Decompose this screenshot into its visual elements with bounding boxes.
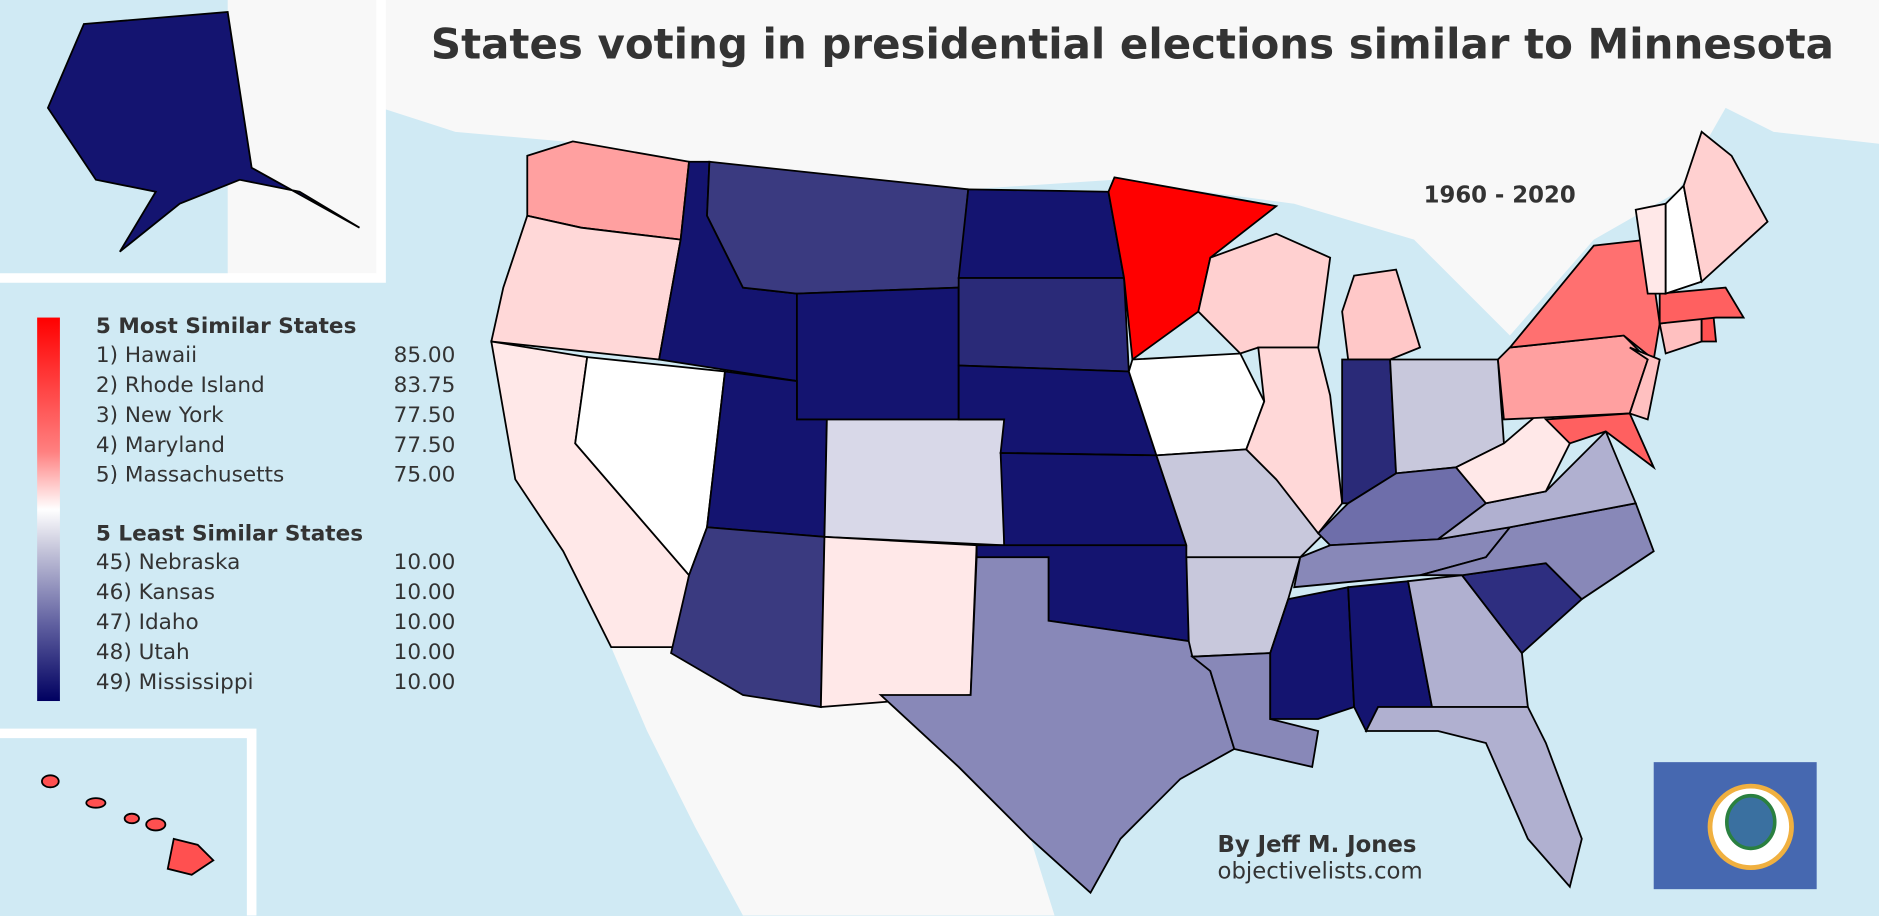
state-pa [1496, 334, 1649, 421]
state-ga [1406, 574, 1529, 708]
state-me [1682, 130, 1769, 284]
state-nd [957, 188, 1126, 279]
minnesota-flag [1653, 762, 1817, 890]
legend-row: 48) Utah 10.00 [96, 640, 456, 670]
legend: 5 Most Similar States 1) Hawaii 85.00 2) R… [96, 314, 456, 700]
state-rank-label: 48) Utah [95, 639, 190, 666]
canada-land [381, 0, 1879, 336]
state-ks [999, 452, 1188, 547]
state-rank-label: 2) Rhode Island [95, 372, 265, 398]
similarity-value: 77.50 [393, 432, 456, 458]
similarity-value: 10.00 [393, 579, 456, 606]
state-mi [1341, 268, 1422, 361]
similarity-value: 83.75 [393, 372, 456, 398]
state-wy [795, 286, 960, 421]
map-title: States voting in presidential elections … [430, 21, 1834, 70]
credit: By Jeff M. Jones objectivelists.com [1218, 832, 1423, 885]
state-rank-label: 5) Massachusetts [95, 462, 285, 488]
state-rank-label: 47) Idaho [95, 609, 199, 636]
hawaii-inset [0, 728, 257, 916]
legend-row: 49) Mississippi 10.00 [96, 670, 456, 700]
color-scale-bar [37, 317, 60, 702]
similarity-value: 10.00 [393, 669, 456, 696]
state-rank-label: 45) Nebraska [95, 550, 241, 576]
similarity-value: 10.00 [393, 550, 456, 576]
state-sd [957, 277, 1130, 373]
similarity-value: 77.50 [393, 402, 456, 428]
state-nj [1628, 346, 1661, 421]
least-similar-heading: 5 Least Similar States [95, 521, 364, 547]
state-rank-label: 49) Mississippi [95, 669, 254, 696]
similarity-value: 75.00 [393, 462, 456, 488]
most-similar-heading: 5 Most Similar States [95, 313, 357, 340]
state-rank-label: 1) Hawaii [95, 342, 198, 368]
state-ma [1658, 286, 1746, 325]
state-co [823, 418, 1006, 547]
similarity-value: 10.00 [393, 609, 456, 636]
mexico-land [611, 647, 1055, 916]
state-rank-label: 3) New York [95, 402, 224, 428]
state-nm [819, 535, 978, 708]
legend-row: 3) New York 77.50 [96, 403, 456, 433]
legend-row: 46) Kansas 10.00 [96, 580, 456, 610]
state-md [1543, 412, 1656, 471]
legend-row: 5) Massachusetts 75.00 [96, 463, 456, 493]
state-rank-label: 4) Maryland [95, 432, 225, 458]
website: objectivelists.com [1217, 858, 1423, 885]
legend-row: 4) Maryland 77.50 [96, 433, 456, 463]
state-ri [1700, 316, 1718, 343]
state-tx [878, 556, 1236, 895]
period-label: 1960 - 2020 [1423, 182, 1576, 209]
author: By Jeff M. Jones [1217, 831, 1417, 859]
legend-row: 45) Nebraska 10.00 [96, 550, 456, 580]
state-fl [1364, 706, 1583, 889]
similarity-value: 85.00 [393, 342, 456, 368]
state-or [490, 214, 682, 361]
legend-row: 2) Rhode Island 83.75 [96, 373, 456, 403]
state-nc [1419, 502, 1655, 601]
similarity-value: 10.00 [393, 639, 456, 666]
legend-row: 1) Hawaii 85.00 [96, 343, 456, 373]
alaska-inset [0, 0, 386, 283]
state-rank-label: 46) Kansas [95, 579, 215, 606]
legend-row: 47) Idaho 10.00 [96, 610, 456, 640]
